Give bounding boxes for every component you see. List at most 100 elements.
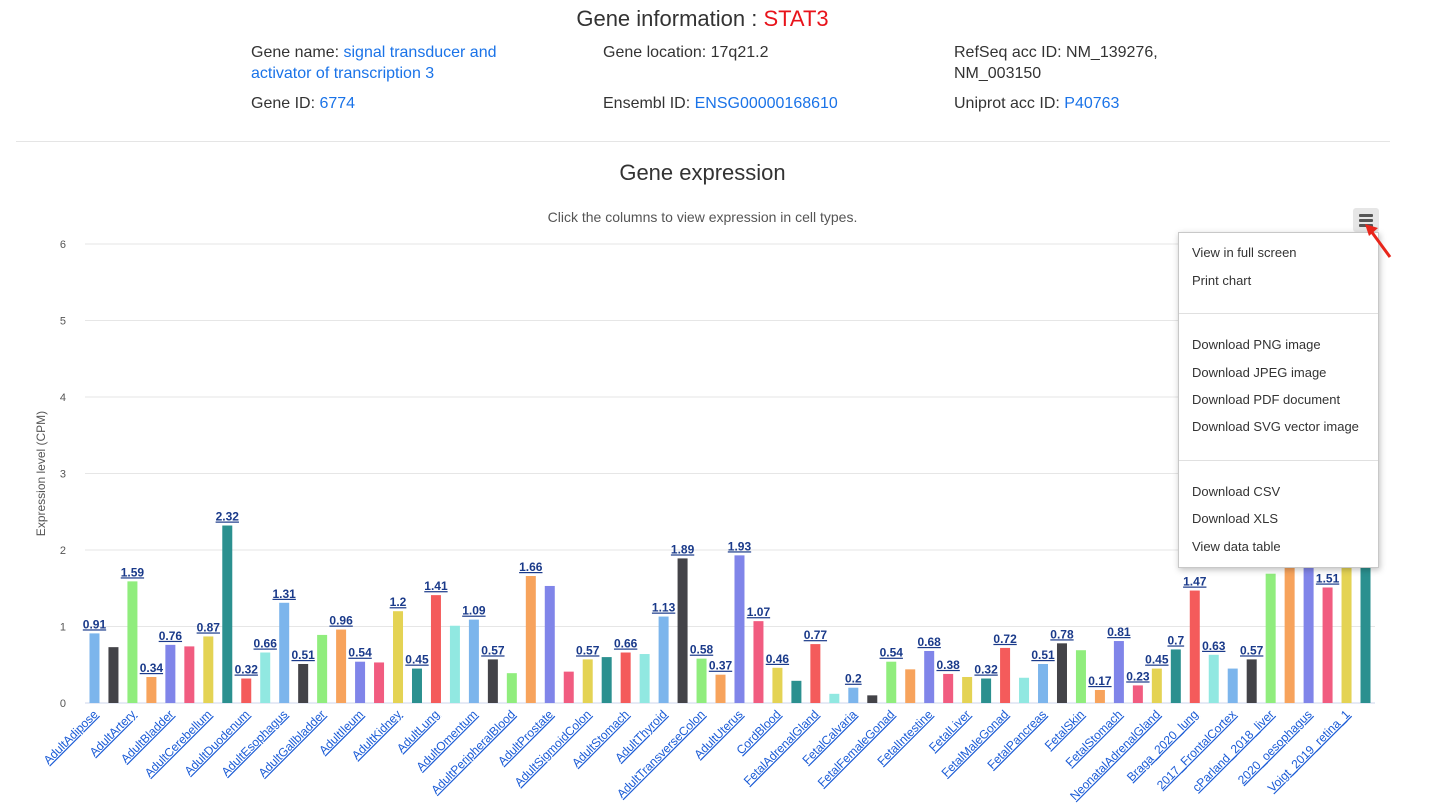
bar[interactable]: [298, 663, 309, 703]
bar[interactable]: [1094, 689, 1105, 703]
gene-name-line2[interactable]: activator of transcription 3: [251, 65, 435, 82]
menu-view-data-table[interactable]: View data table: [1192, 539, 1281, 554]
bar[interactable]: [601, 657, 612, 703]
bar[interactable]: [1038, 663, 1049, 703]
bar[interactable]: [715, 674, 726, 703]
menu-download-png[interactable]: Download PNG image: [1192, 337, 1321, 352]
bar[interactable]: [1322, 587, 1333, 703]
bar[interactable]: [393, 611, 404, 703]
menu-print-chart[interactable]: Print chart: [1192, 273, 1252, 288]
menu-download-csv[interactable]: Download CSV: [1192, 484, 1281, 499]
bar[interactable]: [1360, 565, 1371, 703]
bar[interactable]: [1208, 654, 1219, 703]
bar[interactable]: [1000, 647, 1011, 703]
bar[interactable]: [563, 671, 574, 703]
bar[interactable]: [146, 676, 157, 703]
x-tick-label[interactable]: AdultCerebellum: [142, 707, 215, 780]
bar[interactable]: [487, 659, 498, 703]
bar[interactable]: [658, 616, 669, 703]
gene-id-label: Gene ID:: [251, 95, 320, 112]
bar[interactable]: [1189, 590, 1200, 703]
bar[interactable]: [430, 595, 441, 703]
bar[interactable]: [620, 652, 631, 703]
uniprot-link[interactable]: P40763: [1064, 95, 1120, 112]
data-label: 0.38: [936, 658, 960, 672]
bar[interactable]: [753, 621, 764, 703]
bar[interactable]: [317, 634, 328, 703]
bar[interactable]: [184, 646, 195, 703]
data-label: 1.66: [519, 560, 543, 574]
bar[interactable]: [1170, 649, 1181, 703]
ensembl-link[interactable]: ENSG00000168610: [694, 95, 838, 112]
x-tick-label[interactable]: AdultGallbladder: [256, 707, 329, 780]
bar[interactable]: [468, 619, 479, 703]
data-label: 1.2: [390, 595, 407, 609]
bar[interactable]: [203, 636, 214, 703]
bar[interactable]: [108, 647, 119, 703]
bar[interactable]: [1284, 565, 1295, 703]
bar[interactable]: [867, 695, 878, 703]
gene-name-line1[interactable]: signal transducer and: [343, 44, 497, 61]
bar[interactable]: [411, 668, 422, 703]
bar[interactable]: [260, 652, 271, 703]
bar[interactable]: [127, 581, 138, 703]
data-label: 1.47: [1183, 575, 1207, 589]
gene-id-link[interactable]: 6774: [319, 95, 356, 112]
bar[interactable]: [222, 525, 233, 703]
menu-view-full-screen[interactable]: View in full screen: [1192, 245, 1297, 260]
menu-download-xls[interactable]: Download XLS: [1192, 511, 1278, 526]
bar[interactable]: [279, 602, 290, 703]
bar[interactable]: [734, 555, 745, 703]
bar[interactable]: [506, 673, 517, 703]
bar[interactable]: [905, 669, 916, 703]
bar[interactable]: [791, 680, 802, 703]
bar[interactable]: [962, 676, 973, 703]
bar[interactable]: [677, 558, 688, 703]
data-label: 1.07: [747, 605, 771, 619]
x-tick-label[interactable]: AdultEsophagus: [219, 707, 291, 779]
bar[interactable]: [1341, 565, 1352, 703]
bar[interactable]: [525, 576, 536, 703]
bar[interactable]: [810, 644, 821, 703]
bar[interactable]: [241, 678, 252, 703]
data-label: 1.09: [462, 604, 486, 618]
menu-download-svg[interactable]: Download SVG vector image: [1192, 419, 1359, 434]
menu-download-pdf[interactable]: Download PDF document: [1192, 392, 1341, 407]
bar[interactable]: [1227, 668, 1238, 703]
bar[interactable]: [696, 658, 707, 703]
bar[interactable]: [886, 661, 897, 703]
bar[interactable]: [336, 629, 347, 703]
bar[interactable]: [829, 693, 840, 703]
bar[interactable]: [582, 659, 593, 703]
menu-separator: [1179, 460, 1378, 461]
bar[interactable]: [1151, 668, 1162, 703]
bar[interactable]: [355, 661, 366, 703]
bar[interactable]: [772, 667, 783, 703]
bar[interactable]: [1303, 565, 1314, 703]
bar[interactable]: [639, 654, 650, 703]
bar[interactable]: [943, 673, 954, 703]
bar[interactable]: [89, 633, 100, 703]
bar[interactable]: [1056, 643, 1067, 703]
bar[interactable]: [1132, 685, 1143, 703]
bar[interactable]: [1019, 677, 1030, 703]
bar[interactable]: [1113, 641, 1124, 703]
bar[interactable]: [165, 644, 176, 703]
x-tick-label[interactable]: AdultDuodenum: [182, 707, 253, 778]
gene-id-block: Gene ID: 6774: [251, 93, 355, 114]
bar[interactable]: [981, 678, 992, 703]
menu-download-jpeg[interactable]: Download JPEG image: [1192, 365, 1327, 380]
bar[interactable]: [449, 625, 460, 703]
bar[interactable]: [1075, 650, 1086, 703]
x-tick-label[interactable]: FetalMaleGonad: [939, 707, 1012, 780]
data-label: 0.66: [614, 637, 638, 651]
bar[interactable]: [544, 585, 555, 703]
bar[interactable]: [1265, 573, 1276, 703]
data-label: 0.54: [880, 646, 904, 660]
x-tick-label[interactable]: AdultAdipose: [41, 707, 101, 767]
bar[interactable]: [374, 662, 385, 703]
bar[interactable]: [924, 650, 935, 703]
bar[interactable]: [1246, 659, 1257, 703]
bar[interactable]: [848, 687, 859, 703]
